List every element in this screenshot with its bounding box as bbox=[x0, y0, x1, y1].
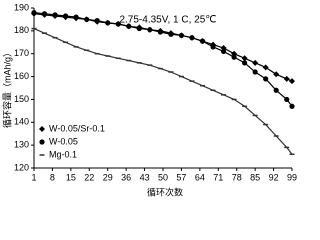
point bbox=[210, 44, 216, 50]
x-tick-label: 71 bbox=[213, 172, 223, 182]
point bbox=[273, 71, 280, 78]
x-tick-label: 64 bbox=[195, 172, 205, 182]
x-tick-label: 50 bbox=[158, 172, 168, 182]
x-tick-label: 85 bbox=[250, 172, 260, 182]
legend-marker bbox=[39, 126, 45, 132]
x-tick-label: 36 bbox=[121, 172, 131, 182]
x-tick-label: 78 bbox=[232, 172, 242, 182]
point bbox=[283, 75, 290, 82]
point bbox=[136, 25, 142, 32]
point bbox=[105, 20, 111, 26]
point bbox=[31, 9, 37, 16]
y-axis-title: 循环容量（mAh/g） bbox=[1, 48, 12, 128]
x-tick-label: 57 bbox=[176, 172, 186, 182]
x-tick-label: 15 bbox=[66, 172, 76, 182]
series-line bbox=[33, 11, 293, 107]
point bbox=[41, 11, 48, 17]
y-tick-label: 160 bbox=[14, 71, 29, 81]
point bbox=[220, 48, 227, 55]
y-tick-label: 170 bbox=[14, 48, 29, 58]
point bbox=[115, 21, 121, 27]
point bbox=[94, 17, 100, 24]
point bbox=[289, 78, 295, 85]
point bbox=[241, 55, 248, 62]
x-tick-label: 22 bbox=[84, 172, 94, 182]
point bbox=[157, 29, 163, 35]
x-tick-label: 92 bbox=[269, 172, 279, 182]
y-tick-label: 180 bbox=[14, 25, 29, 35]
point bbox=[284, 96, 290, 103]
point bbox=[263, 76, 269, 82]
y-tick-label: 130 bbox=[14, 140, 29, 150]
point bbox=[242, 60, 248, 66]
point bbox=[189, 35, 195, 41]
point bbox=[73, 14, 79, 20]
y-tick-label: 190 bbox=[14, 2, 29, 12]
x-axis-title: 循环次数 bbox=[147, 186, 183, 197]
point bbox=[168, 31, 174, 37]
legend-label: W-0.05/Sr-0.1 bbox=[49, 123, 105, 133]
point bbox=[199, 38, 206, 44]
legend-label: Mg-0.1 bbox=[49, 149, 77, 159]
point bbox=[178, 32, 185, 39]
point bbox=[262, 64, 269, 71]
point bbox=[273, 87, 279, 93]
annotation: 2.75-4.35V, 1 C, 25℃ bbox=[119, 15, 216, 26]
point bbox=[231, 54, 237, 60]
x-tick-label: 29 bbox=[103, 172, 113, 182]
point bbox=[289, 103, 295, 109]
legend-marker bbox=[39, 139, 45, 145]
y-tick-label: 120 bbox=[14, 162, 29, 172]
x-tick-label: 8 bbox=[50, 172, 55, 182]
y-tick-label: 140 bbox=[14, 117, 29, 127]
point bbox=[84, 16, 90, 23]
legend-label: W-0.05 bbox=[49, 136, 78, 146]
x-tick-label: 99 bbox=[287, 172, 297, 182]
point bbox=[252, 59, 259, 66]
point bbox=[126, 23, 132, 29]
x-tick-label: 43 bbox=[140, 172, 150, 182]
point bbox=[147, 27, 153, 33]
point bbox=[52, 12, 58, 18]
point bbox=[252, 69, 258, 75]
point bbox=[62, 13, 69, 19]
x-tick-label: 1 bbox=[31, 172, 36, 182]
y-tick-label: 150 bbox=[14, 94, 29, 104]
chart: 2.75-4.35V, 1 C, 25℃ 循环次数 循环容量（mAh/g） 12… bbox=[1, 2, 297, 197]
